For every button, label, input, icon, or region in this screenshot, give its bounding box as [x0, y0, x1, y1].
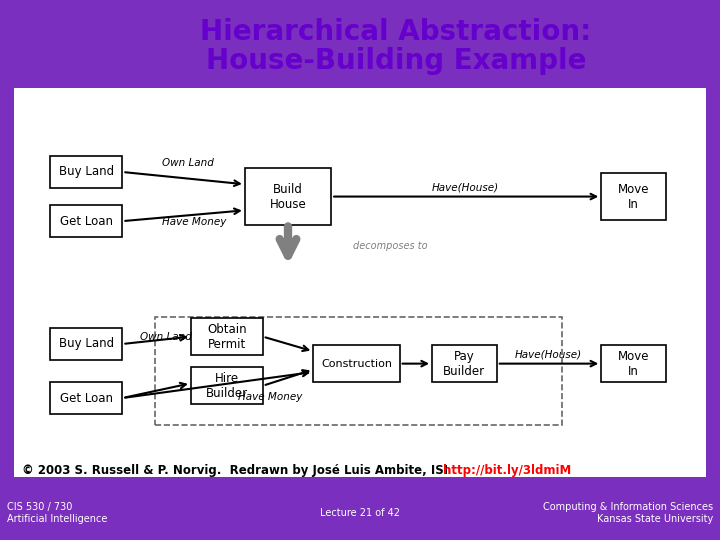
- Text: © 2003 S. Russell & P. Norvig.  Redrawn by José Luis Ambite, ISI: © 2003 S. Russell & P. Norvig. Redrawn b…: [22, 464, 452, 477]
- Text: Move
In: Move In: [618, 349, 649, 377]
- Text: CIS 530 / 730
Artificial Intelligence: CIS 530 / 730 Artificial Intelligence: [7, 502, 107, 524]
- Bar: [191, 367, 263, 404]
- Text: Buy Land: Buy Land: [59, 338, 114, 350]
- Text: Build
House: Build House: [269, 183, 307, 211]
- Bar: [50, 382, 122, 414]
- Text: Obtain
Permit: Obtain Permit: [207, 322, 247, 350]
- Text: Buy Land: Buy Land: [59, 165, 114, 179]
- Bar: [155, 317, 562, 425]
- Text: Get Loan: Get Loan: [60, 214, 113, 228]
- Text: Move
In: Move In: [618, 183, 649, 211]
- Text: decomposes to: decomposes to: [353, 241, 428, 251]
- Bar: [0, 0, 720, 89]
- Bar: [313, 345, 400, 382]
- Bar: [50, 156, 122, 188]
- Bar: [14, 89, 706, 477]
- Text: House-Building Example: House-Building Example: [206, 48, 586, 76]
- Bar: [601, 345, 666, 382]
- Text: Construction: Construction: [321, 359, 392, 369]
- Text: Lecture 21 of 42: Lecture 21 of 42: [320, 508, 400, 518]
- Bar: [50, 328, 122, 360]
- Text: Own Land: Own Land: [162, 158, 214, 168]
- Bar: [601, 173, 666, 220]
- Text: Have Money: Have Money: [162, 217, 226, 227]
- Bar: [432, 345, 497, 382]
- Bar: [245, 168, 331, 225]
- Text: Computing & Information Sciences
Kansas State University: Computing & Information Sciences Kansas …: [543, 502, 713, 524]
- Text: Hierarchical Abstraction:: Hierarchical Abstraction:: [200, 18, 592, 46]
- Text: Pay
Builder: Pay Builder: [444, 349, 485, 377]
- Text: Hire
Builder: Hire Builder: [206, 372, 248, 400]
- Text: Have Money: Have Money: [238, 392, 302, 402]
- Bar: [50, 205, 122, 237]
- Text: http://bit.ly/3ldmiM: http://bit.ly/3ldmiM: [443, 464, 571, 477]
- Text: Get Loan: Get Loan: [60, 392, 113, 404]
- Text: Have(House): Have(House): [432, 183, 499, 193]
- Text: Have(House): Have(House): [515, 350, 582, 360]
- Text: Own Land: Own Land: [140, 332, 192, 342]
- Bar: [191, 318, 263, 355]
